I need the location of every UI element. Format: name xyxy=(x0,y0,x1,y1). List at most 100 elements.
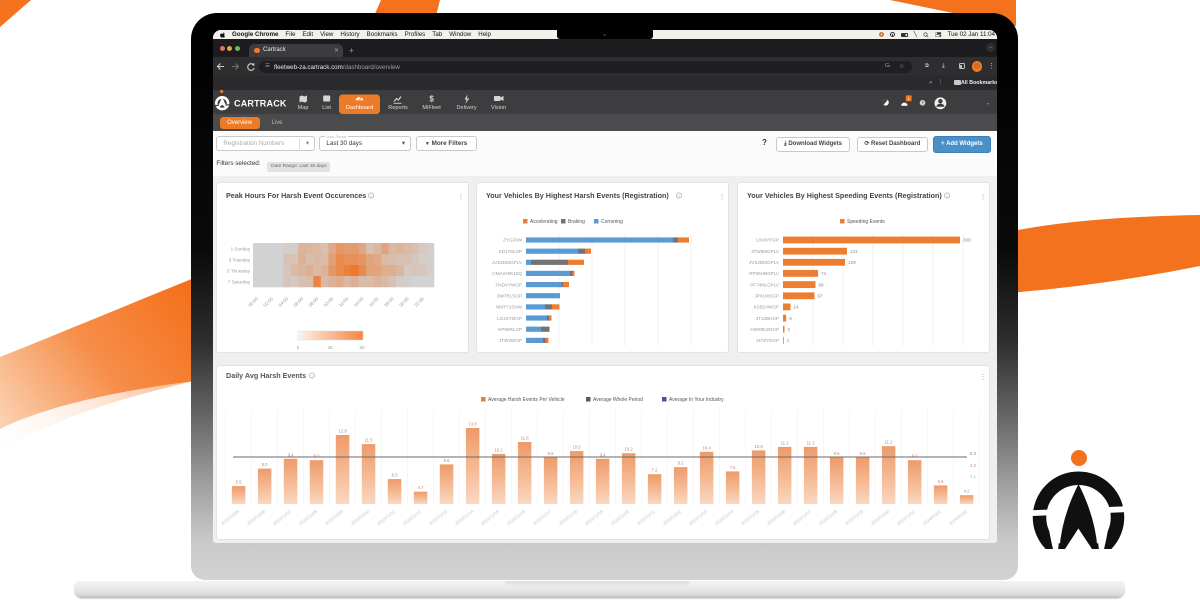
svg-text:10.2: 10.2 xyxy=(624,447,633,452)
svg-text:8.2: 8.2 xyxy=(678,461,685,466)
svg-text:10.4: 10.4 xyxy=(702,445,711,450)
svg-text:Map: Map xyxy=(298,105,309,111)
svg-text:50: 50 xyxy=(359,345,365,350)
svg-text:12:00: 12:00 xyxy=(338,296,350,308)
svg-text:Cornering: Cornering xyxy=(601,219,623,225)
svg-text:129: 129 xyxy=(848,260,856,265)
svg-text:2023/12/07: 2023/12/07 xyxy=(272,509,293,527)
svg-text:JTW5MGPLV: JTW5MGPLV xyxy=(751,249,780,254)
svg-text:1: 1 xyxy=(787,338,790,343)
svg-text:8.3: 8.3 xyxy=(970,451,977,456)
svg-text:Delivery: Delivery xyxy=(456,105,476,111)
svg-text:5 Thursday: 5 Thursday xyxy=(227,268,251,273)
svg-text:2023/12/08: 2023/12/08 xyxy=(298,509,319,527)
svg-text:13.8: 13.8 xyxy=(468,422,477,427)
svg-text:List: List xyxy=(322,105,331,111)
svg-text:2023/12/30: 2023/12/30 xyxy=(870,509,891,527)
svg-text:?: ? xyxy=(370,194,373,199)
svg-text:2023/12/20: 2023/12/20 xyxy=(610,509,631,527)
svg-text:12.8: 12.8 xyxy=(338,429,347,434)
svg-text:131: 131 xyxy=(850,249,858,254)
svg-text:RP06HBGPLV: RP06HBGPLV xyxy=(749,271,780,276)
svg-text:6: 6 xyxy=(789,316,792,321)
svg-text:2023/12/10: 2023/12/10 xyxy=(350,509,371,527)
svg-text:?: ? xyxy=(946,194,949,199)
svg-text:KS52VWGP: KS52VWGP xyxy=(754,305,779,310)
svg-text:L003YPGP: L003YPGP xyxy=(756,238,779,243)
svg-text:Average Harsh Events Per Vehic: Average Harsh Events Per Vehicle xyxy=(488,397,565,403)
svg-text:14: 14 xyxy=(794,305,800,310)
svg-text:11.1: 11.1 xyxy=(807,440,816,445)
svg-text:2023/12/09: 2023/12/09 xyxy=(324,509,345,527)
svg-text:00:00: 00:00 xyxy=(247,296,259,308)
svg-text:⋮: ⋮ xyxy=(980,194,987,201)
svg-text:2023/12/16: 2023/12/16 xyxy=(506,509,527,527)
svg-text:11.1: 11.1 xyxy=(781,440,790,445)
svg-text:FNDVYWGP: FNDVYWGP xyxy=(495,282,522,287)
svg-text:6.5: 6.5 xyxy=(392,473,399,478)
svg-text:08:00: 08:00 xyxy=(308,296,320,308)
svg-text:2023/12/29: 2023/12/29 xyxy=(844,509,865,527)
svg-text:2023/12/25: 2023/12/25 xyxy=(740,509,761,527)
svg-text:7 Saturday: 7 Saturday xyxy=(228,279,251,284)
svg-text:9.2: 9.2 xyxy=(912,454,919,459)
svg-text:JTW3WGP: JTW3WGP xyxy=(499,338,522,343)
svg-text:2023/12/23: 2023/12/23 xyxy=(688,509,709,527)
svg-text:2023/12/21: 2023/12/21 xyxy=(636,509,657,527)
svg-text:4.7: 4.7 xyxy=(418,485,425,490)
svg-text:20:00: 20:00 xyxy=(398,296,410,308)
svg-text:9.6: 9.6 xyxy=(834,451,841,456)
svg-text:2023/12/05: 2023/12/05 xyxy=(220,509,241,527)
svg-text:?: ? xyxy=(678,194,681,199)
svg-text:MiFleet: MiFleet xyxy=(422,105,441,111)
svg-text:9.4: 9.4 xyxy=(288,452,295,457)
svg-text:J47ZYDGP: J47ZYDGP xyxy=(756,338,779,343)
svg-text:ZYG33W: ZYG33W xyxy=(503,238,523,243)
svg-text:1: 1 xyxy=(908,96,911,101)
svg-text:2: 2 xyxy=(788,327,791,332)
svg-text:2023/12/13: 2023/12/13 xyxy=(428,509,449,527)
svg-text:2023/12/31: 2023/12/31 xyxy=(896,509,917,527)
svg-text:2023/12/22: 2023/12/22 xyxy=(662,509,683,527)
svg-text:2024/01/01: 2024/01/01 xyxy=(922,509,943,527)
svg-text:2023/12/11: 2023/12/11 xyxy=(376,509,397,527)
svg-text:$: $ xyxy=(429,95,434,104)
svg-text:2023/12/27: 2023/12/27 xyxy=(792,509,813,527)
svg-text:3 Tuesday: 3 Tuesday xyxy=(229,257,251,262)
svg-text:JT13BHGP: JT13BHGP xyxy=(756,316,779,321)
svg-text:2023/12/18: 2023/12/18 xyxy=(558,509,579,527)
svg-text:2023/12/19: 2023/12/19 xyxy=(584,509,605,527)
svg-text:NMY71SNW: NMY71SNW xyxy=(496,305,523,310)
svg-text:02:00: 02:00 xyxy=(262,296,274,308)
svg-text:9.2: 9.2 xyxy=(314,454,321,459)
svg-text:9.4: 9.4 xyxy=(600,452,607,457)
svg-text:10.5: 10.5 xyxy=(572,445,581,450)
svg-text:Average In Your Industry: Average In Your Industry xyxy=(669,397,724,403)
svg-text:11.2: 11.2 xyxy=(885,440,894,445)
svg-text:9.6: 9.6 xyxy=(548,451,555,456)
svg-text:22:00: 22:00 xyxy=(413,296,425,308)
svg-text:11.8: 11.8 xyxy=(521,436,530,441)
svg-text:2023/12/12: 2023/12/12 xyxy=(402,509,423,527)
svg-text:25: 25 xyxy=(327,345,333,350)
svg-text:JVS2DMGPLV: JVS2DMGPLV xyxy=(492,260,523,265)
svg-text:HW90KZHGP: HW90KZHGP xyxy=(750,327,779,332)
svg-text:CMA240K15Q: CMA240K15Q xyxy=(492,271,522,276)
svg-text:8.0: 8.0 xyxy=(262,462,269,467)
svg-text:7.6: 7.6 xyxy=(730,465,737,470)
svg-text:Reports: Reports xyxy=(388,105,408,111)
svg-text:10.1: 10.1 xyxy=(494,447,503,452)
svg-text:?: ? xyxy=(921,101,924,106)
svg-text:2023/12/06: 2023/12/06 xyxy=(246,509,267,527)
svg-text:06:00: 06:00 xyxy=(293,296,305,308)
svg-text:KD178LGP: KD178LGP xyxy=(499,249,522,254)
svg-text:10:00: 10:00 xyxy=(323,296,335,308)
svg-text:Speeding Events: Speeding Events xyxy=(847,219,885,225)
svg-text:Average Whole Period: Average Whole Period xyxy=(593,397,643,403)
svg-text:2023/12/26: 2023/12/26 xyxy=(766,509,787,527)
svg-text:10.6: 10.6 xyxy=(754,444,763,449)
svg-text:PF74NLGPLV: PF74NLGPLV xyxy=(750,282,780,287)
svg-text:2023/12/14: 2023/12/14 xyxy=(454,509,475,527)
svg-text:Vision: Vision xyxy=(491,105,506,111)
svg-text:Dashboard: Dashboard xyxy=(346,105,373,111)
